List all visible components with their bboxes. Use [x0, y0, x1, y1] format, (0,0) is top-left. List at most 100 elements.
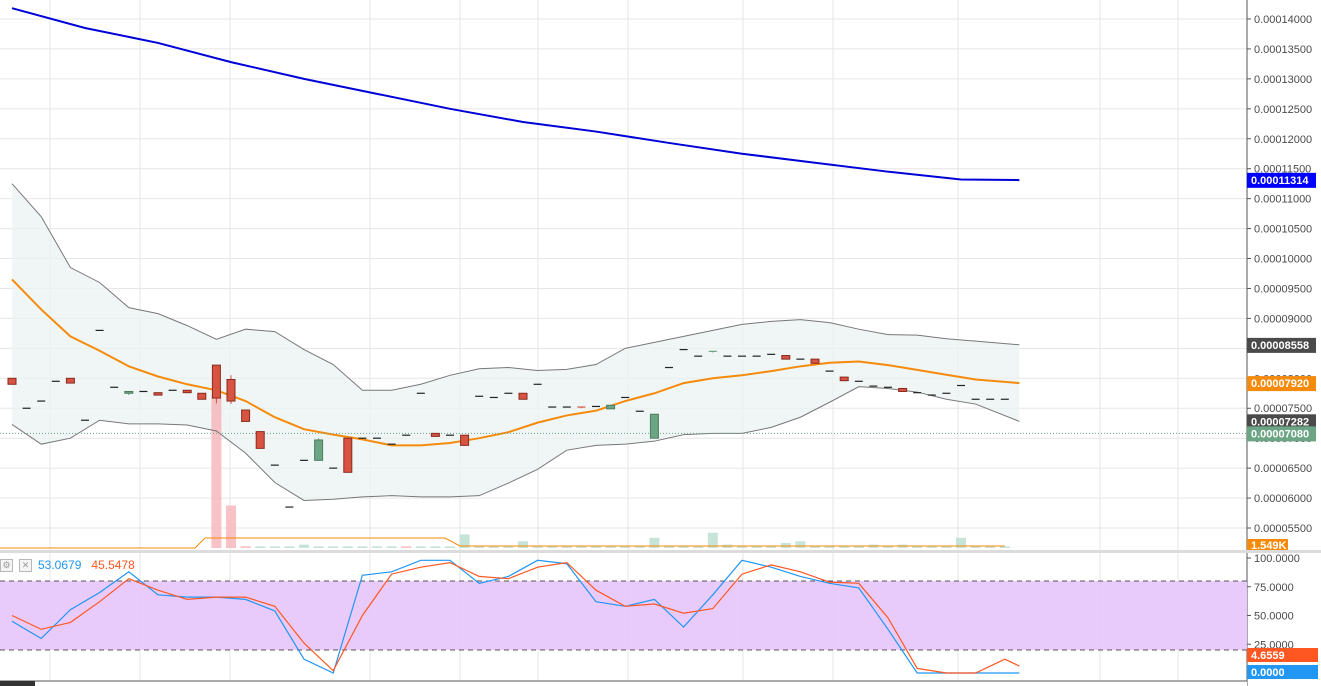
candle-body [241, 409, 251, 422]
stoch-k-line [11, 559, 1020, 674]
volume-bar [474, 546, 485, 548]
volume-bar [649, 537, 660, 548]
candle-body [781, 355, 791, 360]
volume-bar [357, 546, 368, 548]
bollinger-lower-line [11, 386, 1020, 501]
volume-bar [591, 546, 601, 548]
price-badge [1247, 337, 1316, 353]
volume-bar [299, 544, 309, 548]
osc-tick-label: 100.0000 [1254, 553, 1300, 565]
price-badge-label: 0.00007282 [1251, 416, 1309, 428]
price-badge-label: 0.00007080 [1251, 428, 1309, 440]
close-icon[interactable]: ✕ [19, 558, 32, 572]
ma-long-line [11, 7, 1020, 182]
volume-bar [415, 546, 426, 548]
volume-bar [956, 537, 966, 548]
volume-bar [883, 546, 893, 548]
bollinger-band-fill [12, 183, 1020, 501]
ma-short-line [11, 278, 1020, 447]
candle-body [226, 378, 236, 402]
osc-badge [1247, 665, 1318, 679]
settings-icon[interactable]: ⚙ [0, 558, 13, 572]
volume-bar [211, 395, 222, 548]
volume-bar [518, 541, 528, 548]
price-badge [1247, 376, 1316, 392]
candle-body [606, 404, 616, 410]
price-tick-label: 0.00014000 [1254, 14, 1312, 26]
price-badge [1247, 172, 1316, 188]
stoch-band [0, 581, 1247, 650]
volume-bar [795, 541, 806, 548]
volume-bar [970, 546, 981, 548]
osc-tick-label: 50.0000 [1254, 611, 1294, 623]
price-tick-label: 0.00006000 [1254, 493, 1312, 505]
price-tick-label: 0.00012000 [1254, 134, 1312, 146]
price-badge [1247, 414, 1316, 430]
price-tick-label: 0.00006500 [1254, 463, 1312, 475]
price-badge [1247, 426, 1316, 442]
price-tick-label: 0.00012500 [1254, 104, 1312, 116]
candle-body [460, 434, 470, 446]
volume-bar [342, 546, 353, 548]
volume-bar [810, 546, 820, 548]
candle-body [898, 387, 908, 392]
candle-body [255, 431, 265, 449]
candle-body [649, 413, 659, 439]
price-tick-label: 0.00010000 [1254, 254, 1312, 266]
candle-body [124, 390, 134, 394]
volume-bar [985, 546, 996, 548]
pane-separator [0, 550, 1321, 553]
volume-bar [532, 546, 543, 548]
candle-body [343, 437, 353, 473]
volume-bar [240, 546, 251, 548]
candle-body [810, 358, 820, 364]
volume-bar [664, 546, 674, 548]
volume-bar [999, 546, 1010, 548]
candle-body [197, 392, 207, 400]
candle-body [182, 389, 192, 394]
volume-bar [751, 546, 762, 548]
price-tick-label: 0.00011000 [1254, 194, 1311, 206]
volume-badge-label: 1.549K [1251, 540, 1287, 552]
volume-bar [926, 546, 937, 548]
volume-bar [445, 546, 455, 548]
price-tick-label: 0.00009500 [1254, 283, 1312, 295]
volume-bar [488, 546, 499, 548]
price-tick-label: 0.00009000 [1254, 313, 1312, 325]
volume-bar [547, 546, 558, 548]
volume-bar [328, 546, 339, 548]
price-tick-label: 0.00010500 [1254, 224, 1312, 236]
volume-bar [576, 546, 587, 548]
candle-body [430, 432, 440, 437]
volume-bar [912, 546, 923, 548]
volume-bar [766, 546, 777, 548]
osc-badge-label: 0.0000 [1251, 667, 1285, 679]
volume-bar [269, 546, 280, 548]
price-tick-label: 0.00013500 [1254, 44, 1312, 56]
volume-bar [401, 546, 412, 548]
volume-bar [780, 542, 791, 548]
stochastic-legend: ⚙ ✕ 53.0679 45.5478 [0, 556, 135, 574]
volume-bar [313, 546, 324, 548]
volume-bar [853, 546, 864, 548]
volume-bar [707, 532, 718, 548]
stoch-k-value: 53.0679 [38, 558, 82, 572]
time-axis [0, 681, 1247, 686]
volume-bar [634, 546, 645, 548]
stoch-d-value: 45.5478 [91, 558, 135, 572]
candle-body [518, 392, 528, 400]
price-badge-label: 0.00011314 [1251, 175, 1309, 187]
volume-bar [459, 534, 470, 548]
volume-bar [226, 505, 236, 548]
candle-body [65, 377, 75, 384]
candle-body [153, 392, 163, 396]
volume-bar [503, 546, 514, 548]
price-tick-label: 0.00005500 [1254, 523, 1312, 535]
volume-bar [678, 546, 689, 548]
price-tick-label: 0.00007500 [1254, 403, 1312, 415]
volume-bar [824, 546, 835, 548]
volume-bar [255, 546, 266, 548]
volume-bar [284, 546, 295, 548]
volume-bar [839, 546, 850, 548]
